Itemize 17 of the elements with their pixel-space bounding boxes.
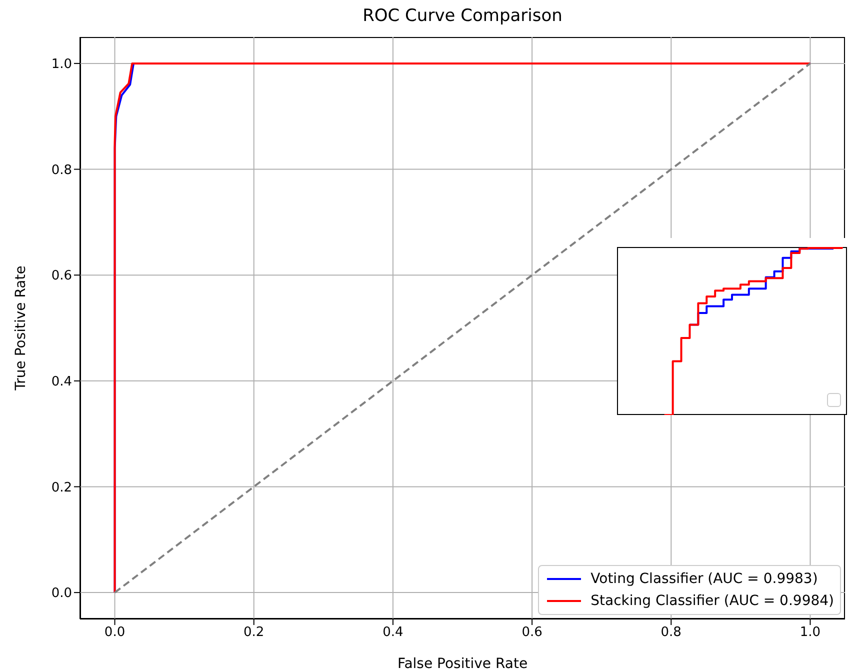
- x-tick-label: 0.2: [244, 625, 264, 640]
- x-tick-label: 0.0: [104, 625, 126, 640]
- chart-title: ROC Curve Comparison: [362, 6, 564, 26]
- y-tick-label: 0.0: [51, 586, 72, 602]
- x-tick-label: 0.6: [522, 625, 542, 640]
- x-tick-label: 1.0: [800, 625, 821, 640]
- x-tick-label: 0.4: [382, 625, 404, 640]
- y-tick-label: 1.0: [51, 57, 72, 72]
- legend-label: Voting Classifier (AUC = 0.9983): [590, 570, 818, 589]
- y-tick-label: 0.2: [51, 480, 72, 496]
- x-axis-title: False Positive Rate: [396, 656, 529, 672]
- legend-label: Stacking Classifier (AUC = 0.9984): [590, 592, 834, 611]
- y-tick-label: 0.4: [51, 374, 72, 390]
- x-tick-label: 0.8: [660, 625, 682, 640]
- y-tick-label: 0.8: [51, 162, 72, 178]
- y-tick-label: 0.6: [51, 268, 72, 284]
- y-axis-title: True Positive Rate: [13, 266, 29, 390]
